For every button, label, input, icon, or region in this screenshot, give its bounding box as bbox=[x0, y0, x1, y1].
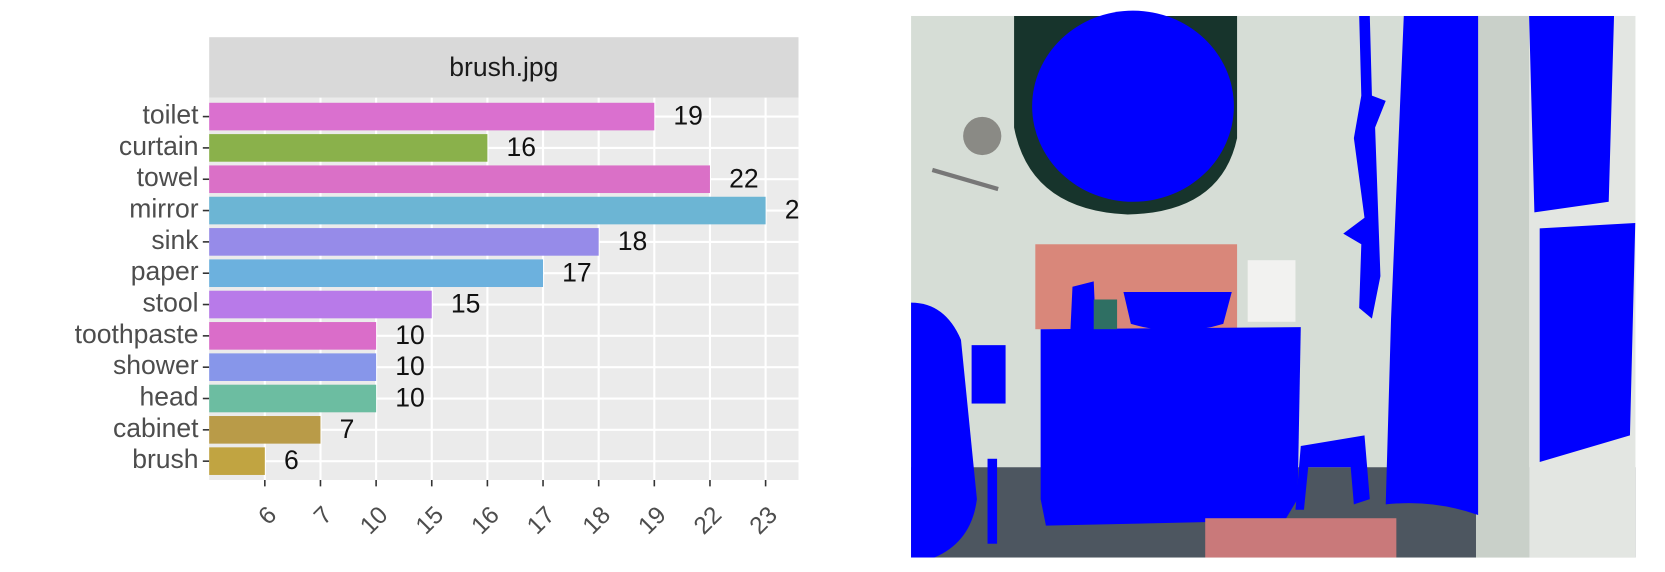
y-tick-label: toothpaste bbox=[75, 319, 199, 349]
bar bbox=[209, 384, 377, 413]
bar bbox=[209, 416, 321, 444]
value-label: 10 bbox=[395, 320, 425, 350]
curtain-mask bbox=[1385, 15, 1479, 516]
bar bbox=[209, 196, 766, 225]
bar bbox=[209, 353, 377, 381]
mirror-arm bbox=[931, 167, 999, 192]
y-tick-label: cabinet bbox=[113, 413, 199, 443]
wall-mirror bbox=[963, 116, 1002, 156]
y-tick-label: curtain bbox=[119, 131, 199, 161]
bar bbox=[209, 102, 655, 131]
bar bbox=[209, 322, 377, 350]
value-label: 19 bbox=[673, 101, 703, 131]
bar bbox=[209, 447, 265, 475]
value-label: 10 bbox=[395, 383, 425, 413]
bar bbox=[209, 165, 710, 194]
y-tick-label: toilet bbox=[143, 100, 200, 130]
x-tick-label: 19 bbox=[633, 502, 671, 540]
toothpaste-mask bbox=[1070, 281, 1096, 332]
y-tick-label: towel bbox=[137, 162, 199, 192]
y-tick-label: mirror bbox=[129, 194, 198, 224]
y-tick-label: paper bbox=[131, 256, 199, 286]
rug bbox=[1205, 518, 1397, 558]
chart-title: brush.jpg bbox=[449, 52, 558, 82]
value-label: 16 bbox=[507, 132, 537, 162]
x-tick-label: 22 bbox=[689, 502, 727, 540]
hand-towels bbox=[1247, 260, 1296, 322]
y-tick-label: shower bbox=[113, 350, 199, 380]
door-frame bbox=[1475, 15, 1530, 558]
bar bbox=[209, 228, 599, 256]
x-tick-label: 15 bbox=[411, 502, 449, 540]
x-tick-label: 17 bbox=[522, 502, 560, 540]
y-tick-label: head bbox=[140, 382, 199, 412]
bar bbox=[209, 290, 432, 319]
value-label: 17 bbox=[562, 257, 592, 287]
x-tick-label: 16 bbox=[466, 502, 504, 540]
y-tick-label: stool bbox=[143, 288, 199, 318]
y-tick-label: sink bbox=[151, 225, 199, 255]
x-tick-label: 6 bbox=[253, 502, 282, 531]
shower-mask bbox=[1343, 15, 1386, 319]
value-label: 18 bbox=[618, 226, 648, 256]
value-label: 15 bbox=[451, 289, 481, 319]
x-tick-label: 10 bbox=[355, 502, 393, 540]
cabinet-mask bbox=[1040, 327, 1301, 526]
brush-mask bbox=[987, 458, 998, 544]
value-label: 10 bbox=[395, 351, 425, 381]
cup bbox=[1093, 299, 1118, 330]
mirror-mask bbox=[1032, 10, 1234, 202]
facet-strip bbox=[209, 37, 799, 98]
y-tick-label: brush bbox=[132, 444, 198, 474]
x-tick-label: 7 bbox=[309, 502, 338, 531]
value-label: 23 bbox=[785, 195, 815, 225]
toilet-mask bbox=[911, 302, 977, 558]
x-tick-label: 23 bbox=[745, 502, 783, 540]
value-label: 7 bbox=[340, 414, 355, 444]
segmentation-image bbox=[911, 10, 1636, 558]
sink-mask bbox=[1123, 292, 1232, 331]
paper-mask bbox=[971, 345, 1006, 404]
value-label: 22 bbox=[729, 163, 759, 193]
bar bbox=[209, 134, 488, 162]
value-label: 6 bbox=[284, 445, 299, 475]
bar bbox=[209, 259, 544, 288]
towel-mask bbox=[1529, 15, 1636, 462]
x-tick-label: 18 bbox=[578, 502, 616, 540]
stool-mask bbox=[1295, 435, 1370, 510]
